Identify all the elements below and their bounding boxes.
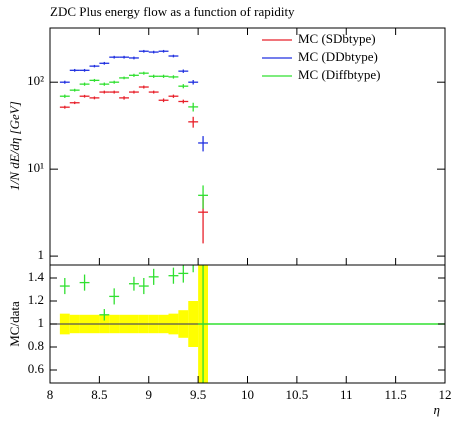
chart-title: ZDC Plus energy flow as a function of ra… (50, 4, 295, 19)
y-tick-label: 1.2 (28, 292, 44, 307)
x-tick-label: 11.5 (384, 387, 406, 402)
y-tick-label: 10¹ (27, 160, 44, 175)
x-tick-label: 8 (47, 387, 54, 402)
axes: 8 8.5 9 9.5 10 10.5 11 11.5 12 1 10¹ 10² 0.6 0.8 1 1.2 1… (27, 28, 452, 402)
x-axis-label: η (434, 402, 440, 417)
x-tick-label: 8.5 (91, 387, 107, 402)
y-tick-label: 0.6 (28, 361, 45, 376)
y-tick-label: 1.4 (28, 269, 45, 284)
x-tick-label: 10 (241, 387, 254, 402)
ratio-y-axis-label: MC/data (7, 301, 22, 347)
ratio-plot (50, 265, 445, 383)
y-axis-label: 1/N dE/dη [GeV] (7, 101, 22, 191)
legend-label: MC (DDbtype) (298, 49, 378, 64)
x-tick-label: 11 (340, 387, 353, 402)
x-tick-label: 12 (439, 387, 452, 402)
main-plot (59, 49, 208, 244)
ratio-frame (49, 264, 446, 384)
x-tick-label: 10.5 (286, 387, 309, 402)
legend-label: MC (SDbtype) (298, 31, 376, 46)
y-tick-label: 1 (38, 315, 45, 330)
y-tick-label: 0.8 (28, 338, 44, 353)
legend-label: MC (Diffbtype) (298, 67, 380, 82)
y-tick-label: 10² (27, 73, 44, 88)
y-tick-label: 1 (38, 247, 45, 262)
x-tick-label: 9.5 (190, 387, 206, 402)
x-tick-label: 9 (146, 387, 153, 402)
